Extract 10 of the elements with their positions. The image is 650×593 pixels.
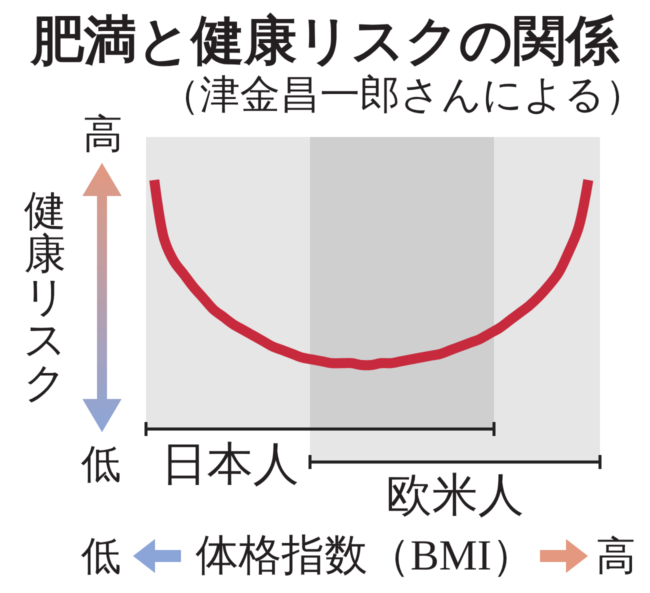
text: 高 bbox=[596, 534, 636, 578]
x-axis-title: 体格指数（BMI） bbox=[195, 532, 535, 580]
text: 欧米人 bbox=[386, 470, 524, 520]
text: 低 bbox=[81, 534, 121, 578]
text: 低 bbox=[81, 442, 121, 486]
chart-subtitle: （津金昌一郎さんによる） bbox=[160, 72, 645, 118]
text: 日本人 bbox=[161, 438, 299, 490]
y-axis-title: 健康リスク bbox=[24, 189, 66, 407]
chart-title: 肥満と健康リスクの関係 bbox=[29, 10, 620, 72]
text: 高 bbox=[83, 112, 123, 156]
